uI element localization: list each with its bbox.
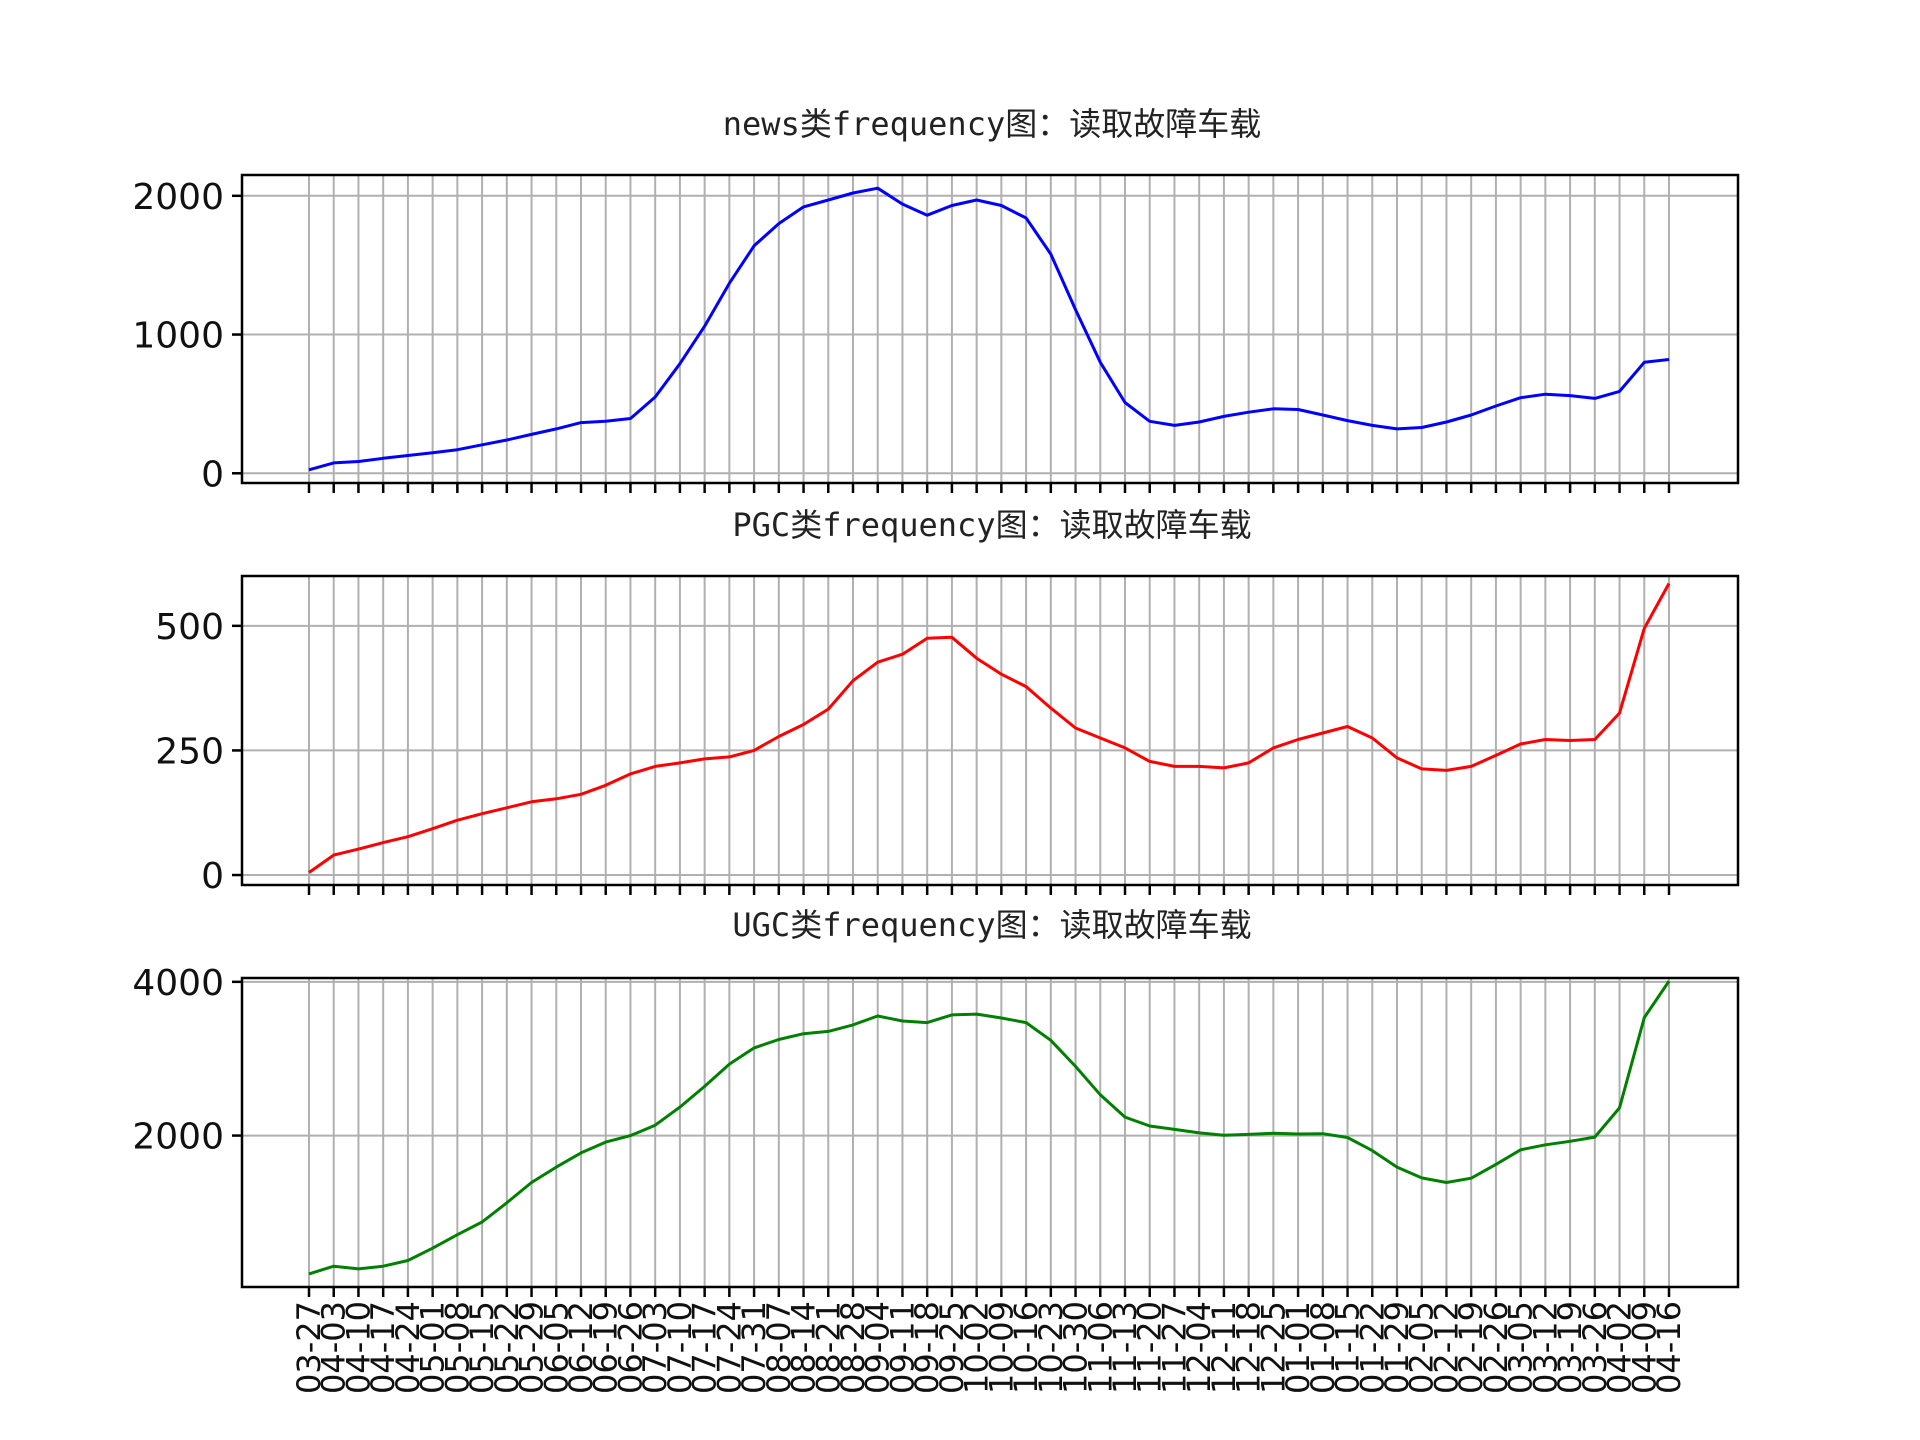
series-line xyxy=(308,186,1670,472)
x-tick-label: 10-23 xyxy=(1032,1301,1070,1394)
x-tick-label: 02-19 xyxy=(1452,1301,1490,1394)
y-tick-label: 500 xyxy=(155,607,224,648)
y-tick-label: 2000 xyxy=(132,1117,224,1158)
x-tick-label: 11-06 xyxy=(1081,1301,1119,1394)
x-tick-label: 05-29 xyxy=(513,1301,551,1394)
x-tick-label: 05-22 xyxy=(488,1301,526,1394)
x-tick-label: 12-11 xyxy=(1205,1301,1243,1394)
x-tick-label: 12-18 xyxy=(1230,1301,1268,1394)
x-tick-label: 10-02 xyxy=(958,1301,996,1394)
pgc-chart-title: PGC类frequency图：读取故障车载 xyxy=(732,506,1251,544)
x-tick-label: 01-29 xyxy=(1378,1301,1416,1394)
x-tick-label: 01-22 xyxy=(1353,1301,1391,1394)
x-tick-label: 07-31 xyxy=(735,1301,773,1394)
pgc-frequency-chart: PGC类frequency图：读取故障车载 0 250 500 xyxy=(155,506,1740,897)
y-tick-label: 0 xyxy=(201,454,224,495)
x-tick-label: 07-03 xyxy=(636,1301,674,1394)
x-axis-tick-labels: 03-2704-0304-1004-1704-2405-0105-0805-15… xyxy=(290,1301,1688,1394)
x-tick-label: 06-12 xyxy=(562,1301,600,1394)
x-tick-label: 04-10 xyxy=(339,1301,377,1394)
x-tick-label: 03-12 xyxy=(1526,1301,1564,1394)
ugc-chart-title: UGC类frequency图：读取故障车载 xyxy=(732,906,1251,944)
x-tick-label: 07-10 xyxy=(661,1301,699,1394)
x-tick-label: 04-02 xyxy=(1601,1301,1639,1394)
x-tick-label: 05-01 xyxy=(414,1301,452,1394)
x-tick-label: 10-16 xyxy=(1007,1301,1045,1394)
x-tick-label: 01-08 xyxy=(1304,1301,1342,1394)
axes-frame xyxy=(240,173,1740,485)
series-line xyxy=(308,980,1671,1276)
x-tick-label: 07-24 xyxy=(710,1301,748,1394)
x-tick-label: 02-26 xyxy=(1477,1301,1515,1394)
x-tick-label: 06-19 xyxy=(587,1301,625,1394)
x-tick-label: 07-17 xyxy=(686,1301,724,1394)
x-tick-label: 04-03 xyxy=(315,1301,353,1394)
x-tick-label: 06-05 xyxy=(537,1301,575,1394)
x-tick-label: 09-25 xyxy=(933,1301,971,1394)
x-tick-label: 03-19 xyxy=(1551,1301,1589,1394)
x-tick-label: 09-18 xyxy=(908,1301,946,1394)
x-tick-label: 09-11 xyxy=(883,1301,921,1394)
x-tick-label: 08-28 xyxy=(834,1301,872,1394)
x-tick-label: 04-16 xyxy=(1650,1301,1688,1394)
news-chart-title: news类frequency图：读取故障车载 xyxy=(723,105,1261,143)
ugc-frequency-chart: UGC类frequency图：读取故障车载 2000 4000 xyxy=(132,906,1740,1297)
x-tick-label: 04-17 xyxy=(364,1301,402,1394)
x-tick-label: 06-26 xyxy=(611,1301,649,1394)
x-tick-label: 10-30 xyxy=(1057,1301,1095,1394)
x-tick-label: 05-08 xyxy=(438,1301,476,1394)
x-tick-label: 04-09 xyxy=(1625,1301,1663,1394)
x-tick-label: 11-27 xyxy=(1155,1301,1193,1394)
x-tick-label: 11-20 xyxy=(1131,1301,1169,1394)
x-tick-label: 03-26 xyxy=(1576,1301,1614,1394)
x-tick-label: 05-15 xyxy=(463,1301,501,1394)
x-tick-label: 12-04 xyxy=(1180,1301,1218,1394)
x-tick-label: 10-09 xyxy=(982,1301,1020,1394)
x-tick-label: 03-27 xyxy=(290,1301,328,1394)
x-tick-label: 08-07 xyxy=(760,1301,798,1394)
y-tick-label: 2000 xyxy=(132,177,224,218)
news-frequency-chart: news类frequency图：读取故障车载 0 1000 2000 xyxy=(132,105,1740,495)
axes-frame xyxy=(240,976,1740,1289)
x-tick-label: 02-12 xyxy=(1427,1301,1465,1394)
series-line xyxy=(308,582,1671,874)
x-tick-label: 02-05 xyxy=(1403,1301,1441,1394)
axes-frame xyxy=(240,574,1740,887)
x-tick-label: 09-04 xyxy=(859,1301,897,1394)
x-tick-label: 12-25 xyxy=(1254,1301,1292,1394)
y-tick-label: 4000 xyxy=(132,963,224,1004)
y-tick-label: 0 xyxy=(201,856,224,897)
x-tick-label: 11-13 xyxy=(1106,1301,1144,1394)
x-tick-label: 01-15 xyxy=(1329,1301,1367,1394)
y-tick-label: 1000 xyxy=(132,316,224,357)
y-tick-label: 250 xyxy=(155,731,224,772)
x-tick-label: 04-24 xyxy=(389,1301,427,1394)
x-tick-label: 01-01 xyxy=(1279,1301,1317,1394)
x-tick-label: 08-21 xyxy=(809,1301,847,1394)
x-tick-label: 08-14 xyxy=(785,1301,823,1394)
x-tick-label: 03-05 xyxy=(1502,1301,1540,1394)
